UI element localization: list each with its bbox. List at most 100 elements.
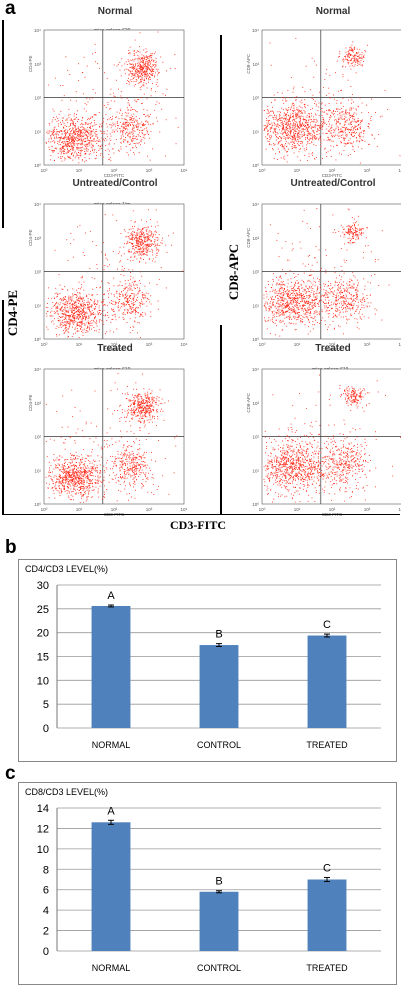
y-tick-4-1: 10¹ xyxy=(34,468,41,473)
y-tick-5-2: 10² xyxy=(252,435,259,440)
x-tick-2-0: 10⁰ xyxy=(41,342,48,347)
x-tick-5-0: 10⁰ xyxy=(259,507,266,512)
x-tick-1-1: 10¹ xyxy=(294,168,301,173)
category-label-0-2: TREATED xyxy=(306,740,348,750)
category-label-1-1: CONTROL xyxy=(197,963,241,973)
y-tick-5-3: 10³ xyxy=(252,401,259,406)
dot-plot-0: mice spleen 62010⁰10⁰10¹10¹10²10²10³10³1… xyxy=(28,28,188,178)
y-tick-1-3: 10³ xyxy=(252,62,259,67)
x-tick-2-4: 10⁴ xyxy=(181,342,188,347)
panel-a-label: a xyxy=(5,0,16,19)
y-tick-label-1-0: 0 xyxy=(43,946,49,958)
x-tick-3-3: 10³ xyxy=(364,342,371,347)
y-axis-name-1: CD8-APC xyxy=(246,53,251,74)
bar-1-normal xyxy=(91,822,131,951)
y-tick-2-3: 10³ xyxy=(34,236,41,241)
y-tick-1-0: 10⁰ xyxy=(252,163,259,168)
x-tick-1-2: 10² xyxy=(329,168,336,173)
chart-title-cd4: CD4/CD3 LEVEL(%) xyxy=(25,564,109,574)
y-tick-2-0: 10⁰ xyxy=(34,337,41,342)
y-tick-0-2: 10² xyxy=(34,96,41,101)
x-axis-name-3: CD3-FITC xyxy=(322,347,343,352)
y-tick-label-0-6: 30 xyxy=(37,580,49,592)
x-tick-2-2: 10² xyxy=(111,342,118,347)
y-tick-4-4: 10⁴ xyxy=(34,367,41,372)
x-axis-name-2: CD3-FITC xyxy=(104,347,125,352)
x-tick-1-0: 10⁰ xyxy=(259,168,266,173)
panel-b-label: b xyxy=(5,537,17,558)
y-tick-label-1-3: 6 xyxy=(43,885,49,897)
left-divider-top xyxy=(2,20,4,228)
category-label-1-2: TREATED xyxy=(306,963,348,973)
x-tick-4-0: 10⁰ xyxy=(41,507,48,512)
chart-title-cd8: CD8/CD3 LEVEL(%) xyxy=(25,787,109,797)
x-tick-4-3: 10³ xyxy=(146,507,153,512)
x-tick-5-2: 10² xyxy=(329,507,336,512)
x-tick-0-0: 10⁰ xyxy=(41,168,48,173)
y-tick-0-0: 10⁰ xyxy=(34,163,41,168)
y-tick-2-2: 10² xyxy=(34,270,41,275)
y-axis-name-4: CD4-PE xyxy=(28,394,33,411)
sig-letter-0-1: B xyxy=(215,629,222,641)
x-tick-4-2: 10² xyxy=(111,507,118,512)
x-tick-5-1: 10¹ xyxy=(294,507,301,512)
y-tick-5-1: 10¹ xyxy=(252,468,259,473)
x-tick-3-4: 10⁴ xyxy=(399,342,401,347)
y-axis-name-2: CD4-PE xyxy=(28,229,33,246)
bar-0-normal xyxy=(91,605,131,728)
category-label-1-0: NORMAL xyxy=(92,963,131,973)
x-tick-0-4: 10⁴ xyxy=(181,168,188,173)
y-tick-label-1-7: 14 xyxy=(37,803,49,815)
bar-1-control xyxy=(199,891,239,951)
y-axis-name-0: CD4-PE xyxy=(28,55,33,72)
y-axis-label-cd8: CD8-APC xyxy=(226,243,242,301)
x-tick-5-4: 10⁴ xyxy=(399,507,401,512)
dot-plot-5: mice spleen 61910⁰10⁰10¹10¹10²10²10³10³1… xyxy=(246,367,401,517)
dot-plot-2: mice spleen 1/m10⁰10⁰10¹10¹10²10²10³10³1… xyxy=(28,202,188,352)
dot-cloud-3 xyxy=(263,208,390,337)
y-tick-1-1: 10¹ xyxy=(252,129,259,134)
y-axis-label-cd4: CD4-PE xyxy=(5,289,21,337)
dot-plot-4: mice spleen 61910⁰10⁰10¹10¹10²10²10³10³1… xyxy=(28,367,188,517)
center-divider-top xyxy=(220,35,222,230)
bar-1-treated xyxy=(307,879,347,951)
y-tick-label-1-2: 4 xyxy=(43,905,49,917)
y-tick-label-0-5: 25 xyxy=(37,604,49,616)
y-tick-3-4: 10⁴ xyxy=(252,202,259,207)
x-tick-4-4: 10⁴ xyxy=(181,507,188,512)
category-label-0-1: CONTROL xyxy=(197,740,241,750)
x-tick-5-3: 10³ xyxy=(364,507,371,512)
y-tick-0-4: 10⁴ xyxy=(34,28,41,33)
y-tick-4-0: 10⁰ xyxy=(34,502,41,507)
chart-svg-cd4: 0 5 10 15 20 25 30 A NORMAL B CONTROL C TREATED xyxy=(37,580,381,750)
y-tick-label-1-5: 10 xyxy=(37,844,49,856)
dot-cloud-0 xyxy=(45,31,179,164)
y-tick-label-0-2: 10 xyxy=(37,675,49,687)
dot-cloud-1 xyxy=(263,37,401,164)
bar-chart-cd8: CD8/CD3 LEVEL(%) 0 2 4 6 8 10 12 14 A NORMAL B CONT… xyxy=(18,782,397,985)
x-tick-0-2: 10² xyxy=(111,168,118,173)
y-tick-3-0: 10⁰ xyxy=(252,337,259,342)
y-tick-label-0-1: 5 xyxy=(43,699,49,711)
y-tick-1-4: 10⁴ xyxy=(252,28,259,33)
y-tick-label-0-0: 0 xyxy=(43,723,49,735)
x-tick-4-1: 10¹ xyxy=(76,507,83,512)
y-axis-name-5: CD8-APC xyxy=(246,392,251,413)
sig-letter-0-0: A xyxy=(107,590,115,602)
y-tick-2-1: 10¹ xyxy=(34,303,41,308)
panel-c-label: c xyxy=(5,763,16,784)
y-tick-4-2: 10² xyxy=(34,435,41,440)
y-tick-4-3: 10³ xyxy=(34,401,41,406)
center-divider-bottom xyxy=(220,325,222,515)
x-axis-name-0: CD3-FITC xyxy=(104,173,125,178)
x-tick-2-3: 10³ xyxy=(146,342,153,347)
sig-letter-1-2: C xyxy=(323,862,331,874)
y-tick-label-0-4: 20 xyxy=(37,628,49,640)
sig-letter-1-1: B xyxy=(215,876,222,888)
x-tick-3-1: 10¹ xyxy=(294,342,301,347)
bottom-divider xyxy=(2,514,400,515)
plot-title-2: Untreated/Control xyxy=(72,178,158,189)
plot-title-5: Treated xyxy=(315,343,351,354)
y-tick-2-4: 10⁴ xyxy=(34,202,41,207)
